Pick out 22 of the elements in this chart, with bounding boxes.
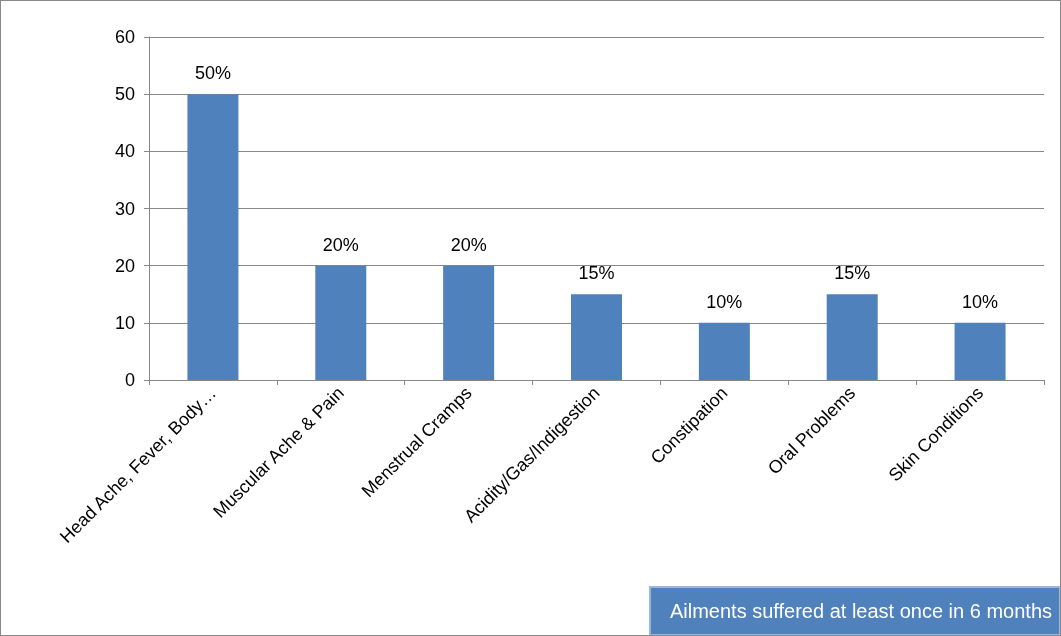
- y-tick-label: 30: [114, 198, 135, 219]
- y-tick-label: 20: [114, 255, 135, 276]
- data-label: 20%: [450, 234, 487, 255]
- data-label: 50%: [194, 63, 231, 84]
- bar: [315, 265, 367, 380]
- y-tick-label: 10: [114, 312, 135, 333]
- data-label: 10%: [706, 291, 743, 312]
- data-label: 20%: [322, 234, 359, 255]
- data-label: 15%: [834, 263, 871, 284]
- bar: [698, 322, 750, 380]
- y-tick-label: 50: [114, 84, 135, 105]
- y-tick-label: 60: [114, 27, 135, 47]
- bar: [187, 94, 239, 380]
- y-tick-label: 40: [114, 141, 135, 162]
- bar: [954, 322, 1006, 380]
- text: Ailments suffered at least once in 6 months: [669, 600, 1052, 622]
- bar: [571, 294, 622, 380]
- y-tick-label: 0: [124, 370, 135, 390]
- data-label: 15%: [578, 263, 615, 284]
- data-label: 10%: [962, 291, 999, 312]
- bar: [443, 265, 495, 380]
- bar: [826, 294, 878, 380]
